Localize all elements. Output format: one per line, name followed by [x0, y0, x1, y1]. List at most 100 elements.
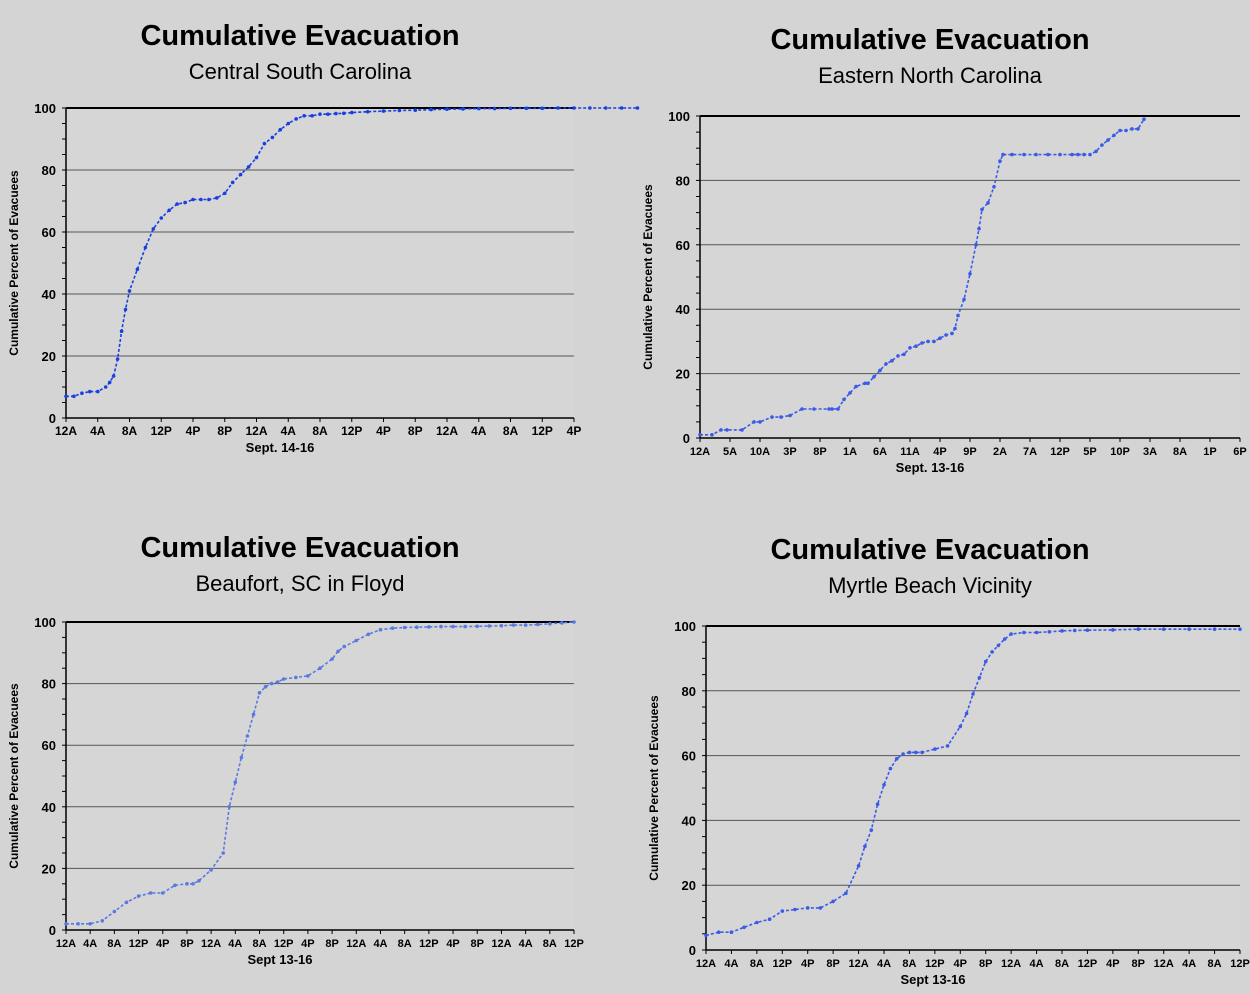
data-point [197, 878, 201, 883]
y-tick-label: 40 [676, 302, 690, 317]
x-tick-label: 8A [1173, 446, 1187, 458]
data-point [758, 420, 762, 424]
data-point [1070, 152, 1074, 157]
data-point [800, 407, 804, 411]
data-point [1034, 630, 1039, 635]
data-point [818, 906, 823, 910]
data-point [161, 891, 165, 895]
data-point [310, 114, 314, 118]
data-point [64, 394, 68, 399]
data-point [945, 744, 950, 748]
data-point [123, 307, 128, 312]
chart-title: Cumulative Evacuation [140, 20, 460, 52]
data-point [725, 428, 729, 432]
data-point [572, 106, 576, 110]
data-point [908, 346, 912, 350]
data-point [635, 106, 640, 110]
y-tick-label: 60 [42, 738, 56, 753]
data-point [619, 106, 624, 110]
x-tick-label: 12A [56, 938, 76, 950]
x-tick-label: 8A [1055, 958, 1069, 970]
x-tick-label: 4P [933, 446, 946, 458]
data-point [920, 750, 924, 755]
data-point [119, 329, 124, 334]
data-point [977, 676, 982, 680]
data-point [872, 375, 876, 379]
data-point [974, 243, 978, 247]
data-point [1238, 627, 1242, 631]
chart-panel-beaufort: Cumulative Evacuation Beaufort, SC in Fl… [0, 510, 600, 994]
y-tick-label: 60 [42, 225, 56, 240]
data-point [143, 245, 148, 250]
data-point [167, 208, 171, 213]
data-point [704, 933, 708, 938]
data-point [254, 155, 259, 160]
y-tick-label: 60 [682, 749, 696, 764]
data-point [907, 750, 912, 755]
x-tick-label: 8A [902, 958, 916, 970]
y-tick-label: 80 [42, 677, 56, 692]
x-tick-label: 4A [877, 958, 891, 970]
x-tick-label: 12A [346, 938, 366, 950]
data-point [710, 433, 714, 437]
chart-title: Cumulative Evacuation [140, 532, 460, 564]
data-point [986, 201, 990, 205]
data-point [556, 106, 560, 110]
x-tick-label: 8P [813, 446, 826, 458]
data-point [1136, 627, 1141, 631]
data-point [604, 106, 608, 110]
data-point [477, 106, 481, 111]
y-axis-label: Cumulative Percent of Evacuees [641, 184, 655, 370]
x-tick-label: 5A [723, 446, 737, 458]
data-point [1003, 637, 1007, 641]
data-point [342, 644, 347, 649]
x-tick-label: 8A [252, 938, 266, 950]
data-point [716, 930, 721, 934]
data-point [306, 674, 310, 678]
data-point [933, 747, 937, 751]
data-point [836, 407, 840, 411]
data-point [830, 407, 834, 411]
data-point [96, 389, 100, 394]
data-point [487, 624, 492, 628]
data-point [209, 868, 213, 872]
data-point [64, 922, 68, 926]
data-point [1001, 152, 1005, 157]
x-tick-label: 8A [750, 958, 764, 970]
data-point [964, 711, 969, 716]
line-chart: 0 20 40 60 80 100 12A 4A 8A 12P 4P 8P 12A 4A 8A 12P 4P 8P… [647, 619, 1250, 987]
data-point [896, 354, 900, 358]
x-tick-label: 12P [1050, 446, 1070, 458]
data-point [1022, 152, 1026, 157]
data-point [869, 828, 874, 832]
data-point [112, 909, 117, 914]
data-point [499, 623, 504, 628]
data-point [381, 109, 386, 113]
x-tick-label: 12P [341, 424, 362, 438]
x-tick-label: 12A [491, 938, 511, 950]
data-point [103, 385, 108, 389]
x-tick-label: 4P [301, 938, 314, 950]
x-tick-label: 12P [151, 424, 172, 438]
x-tick-label: 4A [373, 938, 387, 950]
y-tick-label: 80 [676, 173, 690, 188]
y-tick-label: 0 [683, 431, 690, 446]
data-point [856, 864, 861, 868]
data-point [1111, 628, 1115, 632]
data-point [863, 381, 867, 386]
data-point [175, 202, 179, 206]
data-point [1187, 627, 1191, 631]
data-point [755, 920, 759, 925]
data-point [971, 692, 975, 696]
data-point [780, 909, 785, 913]
data-point [968, 272, 972, 276]
x-tick-label: 1A [843, 446, 857, 458]
data-point [1060, 629, 1064, 633]
y-tick-label: 20 [676, 367, 690, 382]
x-tick-label: 12A [55, 424, 77, 438]
data-point [540, 106, 545, 111]
data-point [390, 626, 395, 630]
data-point [767, 917, 772, 921]
data-point [535, 622, 540, 627]
data-point [875, 802, 880, 806]
